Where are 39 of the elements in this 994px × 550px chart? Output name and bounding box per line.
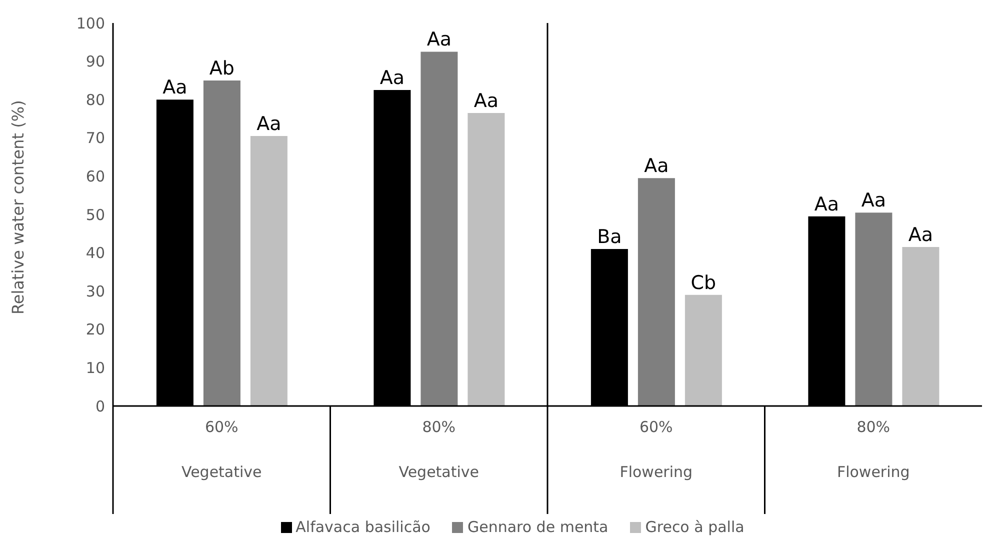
data-label: Ab xyxy=(209,57,234,80)
category-label: 60% Flowering xyxy=(620,418,693,481)
data-label: Aa xyxy=(162,76,188,99)
y-tick-label: 50 xyxy=(86,206,105,224)
data-label: Aa xyxy=(256,112,282,135)
bar xyxy=(855,212,892,406)
data-label: Aa xyxy=(861,190,886,212)
y-tick-label: 70 xyxy=(86,129,105,148)
y-tick-label: 90 xyxy=(86,52,105,71)
y-tick-label: 10 xyxy=(86,359,105,378)
y-tick-label: 30 xyxy=(86,282,105,300)
data-label: Cb xyxy=(690,272,716,294)
bar xyxy=(468,113,505,406)
bar xyxy=(638,178,675,406)
bar xyxy=(250,136,288,406)
y-tick-label: 80 xyxy=(86,90,105,109)
y-tick-label: 0 xyxy=(95,397,105,416)
data-label: Ba xyxy=(597,226,622,248)
data-label: Aa xyxy=(644,155,669,178)
y-tick-label: 60 xyxy=(86,168,105,186)
bar xyxy=(203,80,240,406)
bar xyxy=(420,52,458,406)
y-tick-label: 100 xyxy=(76,14,105,32)
y-tick-label: 40 xyxy=(86,244,105,262)
y-tick-label: 20 xyxy=(86,320,105,339)
category-label: 80% Flowering xyxy=(836,418,910,481)
category-label: 80% Vegetative xyxy=(398,418,480,481)
category-label: 60% Vegetative xyxy=(181,418,262,481)
bar xyxy=(684,294,722,406)
legend-label: Alfavaca basilicão xyxy=(294,518,430,536)
data-label: Aa xyxy=(814,193,840,216)
data-label: Aa xyxy=(908,224,934,246)
legend-label: Greco à palla xyxy=(644,518,744,536)
data-label: Aa xyxy=(426,28,452,51)
data-label: Aa xyxy=(474,90,499,112)
bar xyxy=(902,247,940,406)
y-axis-title: Relative water content (%) xyxy=(8,100,28,314)
legend-label: Gennaro de menta xyxy=(466,518,608,536)
data-label: Aa xyxy=(380,67,405,90)
